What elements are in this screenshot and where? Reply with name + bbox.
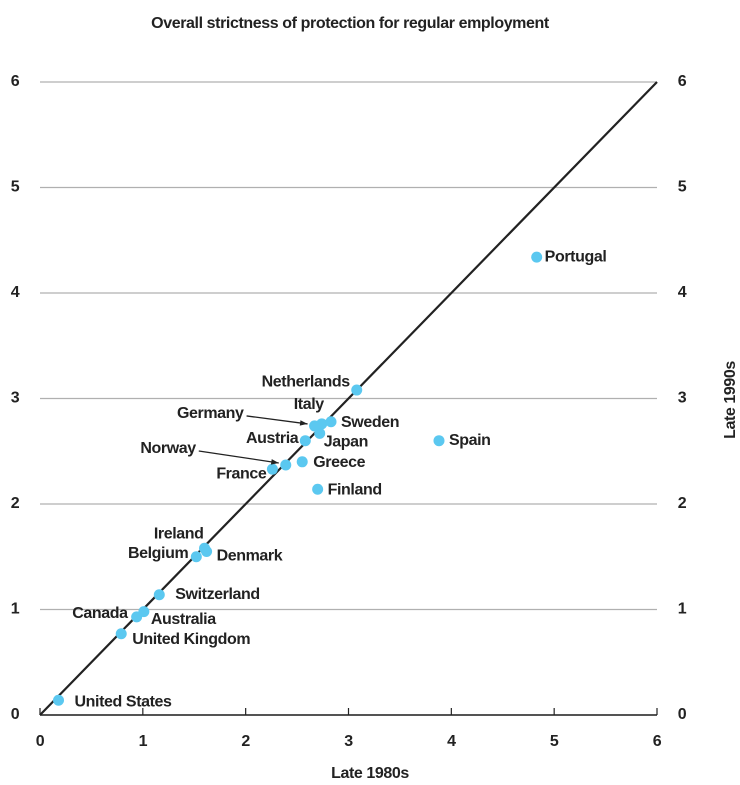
point — [312, 483, 324, 495]
y-tick-label: 6 — [11, 73, 20, 90]
point-label: France — [216, 465, 267, 482]
y2-tick-label: 5 — [678, 179, 687, 196]
point — [115, 628, 127, 640]
y2-tick-label: 0 — [678, 706, 687, 723]
arrow-head — [299, 420, 308, 426]
point — [325, 416, 337, 428]
point-label: Germany — [177, 405, 244, 422]
y2-tick-label: 3 — [678, 390, 687, 407]
point — [266, 463, 278, 475]
x-tick-label: 3 — [344, 733, 353, 750]
x-tick-label: 1 — [139, 733, 148, 750]
point-label: Greece — [313, 454, 365, 471]
point — [53, 694, 65, 706]
point — [316, 418, 328, 430]
point-label: Ireland — [154, 526, 204, 543]
y-tick-label: 1 — [11, 601, 20, 618]
y-tick-label: 2 — [11, 495, 20, 512]
chart-title: Overall strictness of protection for reg… — [151, 15, 550, 32]
point — [153, 589, 165, 601]
y-tick-label: 5 — [11, 179, 20, 196]
arrow-head — [270, 459, 279, 465]
point — [201, 545, 213, 557]
y2-tick-label: 2 — [678, 495, 687, 512]
point-label: Austria — [246, 430, 299, 447]
point-label: Australia — [151, 611, 216, 628]
point — [138, 606, 150, 618]
point-label: Sweden — [341, 414, 399, 431]
point-label: Finland — [328, 481, 382, 498]
point-label: Italy — [294, 396, 325, 413]
point — [280, 459, 292, 471]
point-label: Portugal — [545, 248, 607, 265]
point-label: Japan — [324, 434, 368, 451]
point — [351, 384, 363, 396]
point-label: Netherlands — [262, 373, 351, 390]
point-label: Denmark — [217, 548, 283, 565]
x-axis-label: Late 1980s — [331, 765, 409, 782]
point — [433, 435, 445, 447]
x-tick-label: 5 — [550, 733, 559, 750]
point-label: United States — [75, 693, 173, 710]
point-label: United Kingdom — [132, 631, 250, 648]
point — [296, 456, 308, 468]
point-label: Canada — [72, 605, 128, 622]
y2-tick-label: 1 — [678, 601, 687, 618]
point-label: Belgium — [128, 545, 188, 562]
y2-tick-label: 4 — [678, 284, 687, 301]
y2-tick-label: 6 — [678, 73, 687, 90]
point-label: Spain — [449, 432, 491, 449]
y-tick-label: 0 — [11, 706, 20, 723]
x-tick-label: 0 — [36, 733, 45, 750]
point — [299, 435, 311, 447]
y-tick-label: 4 — [11, 284, 20, 301]
x-tick-label: 4 — [447, 733, 456, 750]
y-axis-label: Late 1990s — [722, 361, 739, 439]
point — [531, 251, 543, 263]
x-tick-label: 6 — [653, 733, 662, 750]
label-arrow — [198, 450, 279, 464]
y-tick-label: 3 — [11, 390, 20, 407]
x-tick-label: 2 — [241, 733, 250, 750]
point-label: Switzerland — [175, 586, 260, 603]
point-label: Norway — [140, 440, 196, 457]
label-arrow — [246, 415, 308, 425]
point — [190, 551, 202, 563]
